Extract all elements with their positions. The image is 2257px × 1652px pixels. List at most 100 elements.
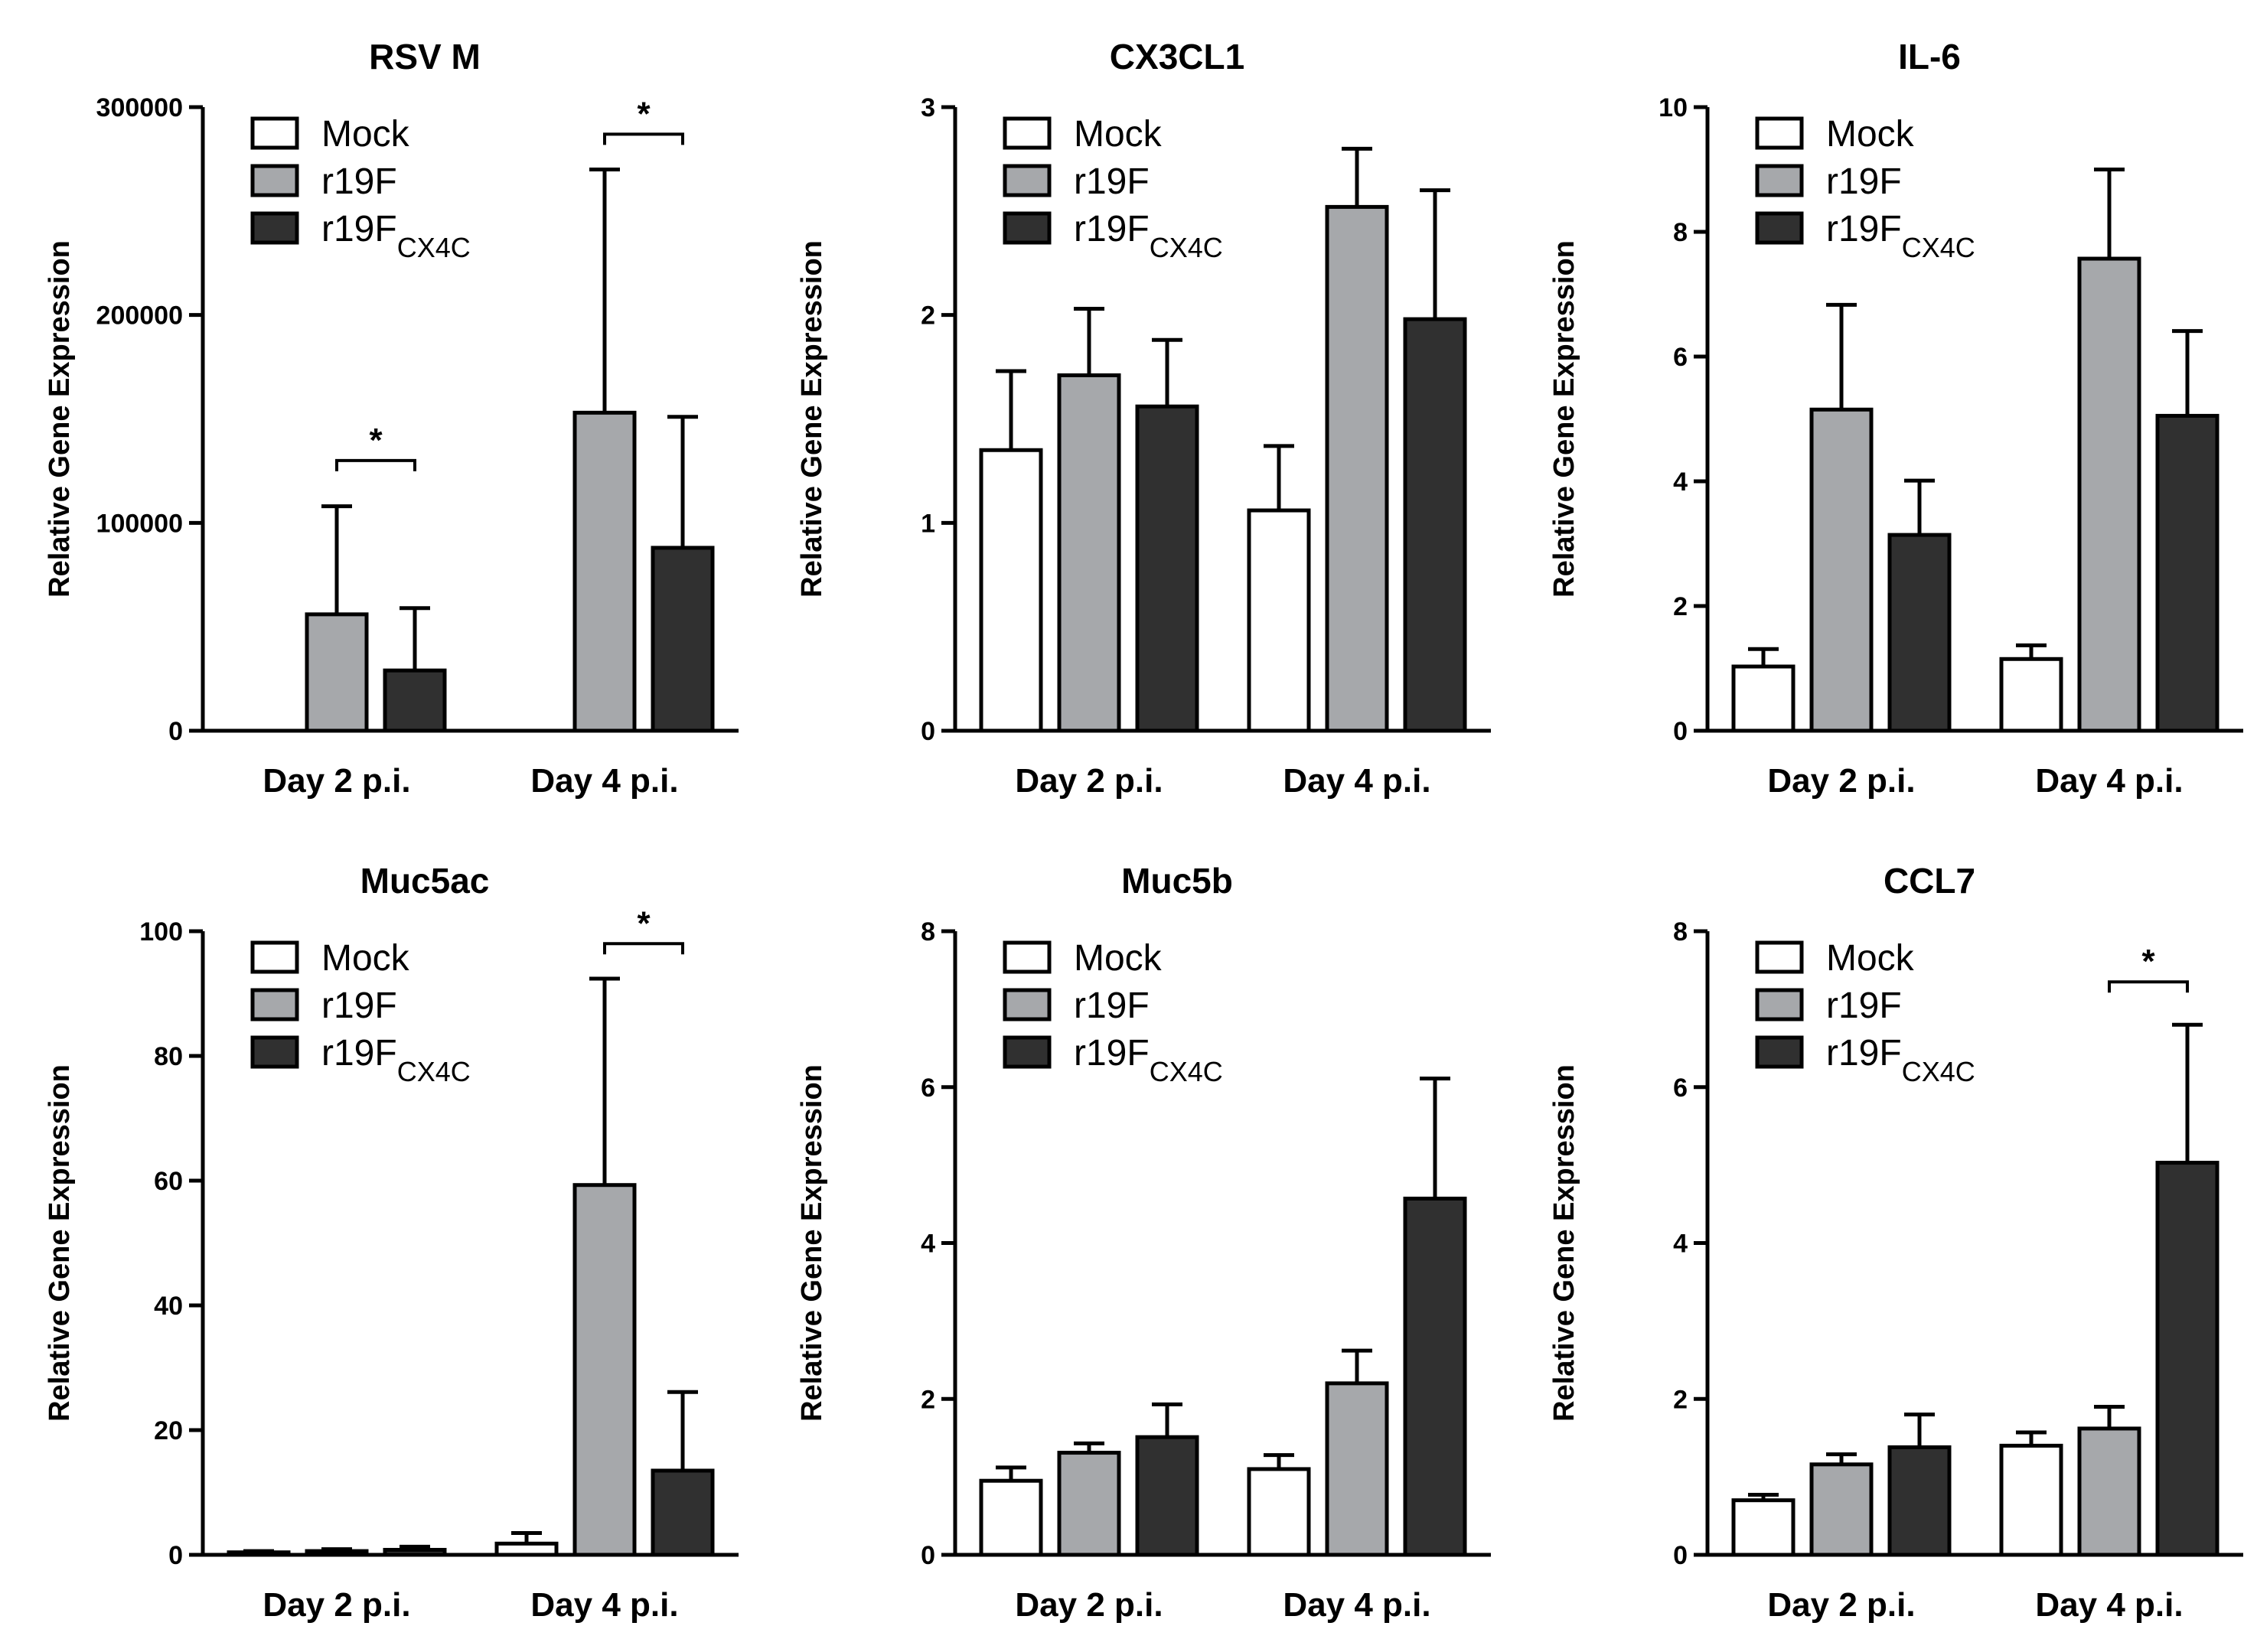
bar bbox=[1887, 533, 1952, 733]
y-tick-label: 4 bbox=[1673, 1230, 1688, 1259]
legend-label: Mock bbox=[1074, 938, 1163, 979]
y-axis-label: Relative Gene Expression bbox=[44, 1064, 76, 1422]
significance-bracket bbox=[335, 458, 416, 471]
y-axis-label: Relative Gene Expression bbox=[1548, 1064, 1580, 1422]
significance-bracket bbox=[603, 132, 684, 145]
bar bbox=[1403, 317, 1467, 733]
bar bbox=[979, 1478, 1043, 1557]
chart-title: CCL7 bbox=[1884, 861, 1975, 901]
y-axis-label: Relative Gene Expression bbox=[44, 240, 76, 598]
chart-panel-il-6: IL-6 Relative Gene Expression 0 2 4 6 8 10 Day 2… bbox=[1505, 0, 2257, 824]
significance-bracket bbox=[603, 942, 684, 955]
chart-svg: CX3CL1 Relative Gene Expression 0 1 2 3 Day 2 … bbox=[796, 37, 1491, 800]
y-tick-label: 4 bbox=[921, 1230, 935, 1259]
chart-svg: CCL7 Relative Gene Expression 0 2 4 6 8 Day 2 p… bbox=[1548, 861, 2243, 1624]
legend-label: r19F bbox=[1826, 161, 1902, 202]
y-tick-label: 1 bbox=[921, 509, 935, 538]
bar bbox=[494, 1541, 559, 1557]
bar bbox=[1731, 664, 1795, 733]
bar bbox=[1135, 404, 1199, 733]
legend-swatch bbox=[1755, 988, 1804, 1022]
legend-swatch bbox=[1003, 988, 1052, 1022]
y-tick-label: 80 bbox=[154, 1042, 183, 1071]
y-tick-label: 6 bbox=[1673, 1074, 1688, 1103]
x-category-label: Day 4 p.i. bbox=[530, 762, 678, 800]
y-tick-label: 4 bbox=[1673, 468, 1688, 497]
x-category-label: Day 4 p.i. bbox=[2035, 1586, 2183, 1624]
y-tick-label: 8 bbox=[1673, 218, 1688, 247]
legend-swatch bbox=[1755, 940, 1804, 974]
bar bbox=[651, 1468, 715, 1557]
chart-title: CX3CL1 bbox=[1110, 37, 1244, 77]
bar bbox=[1057, 373, 1121, 733]
y-tick-label: 2 bbox=[1673, 1385, 1688, 1414]
legend-label: Mock bbox=[321, 114, 410, 155]
bar bbox=[572, 1183, 637, 1557]
x-category-label: Day 2 p.i. bbox=[263, 1586, 410, 1624]
legend-label: Mock bbox=[1826, 114, 1915, 155]
y-tick-label: 200000 bbox=[96, 301, 183, 331]
legend-swatch bbox=[250, 116, 299, 150]
bar bbox=[1999, 657, 2063, 733]
bar bbox=[1999, 1443, 2063, 1557]
bar bbox=[2155, 1161, 2219, 1557]
x-category-label: Day 2 p.i. bbox=[1767, 762, 1915, 800]
y-tick-label: 8 bbox=[1673, 917, 1688, 947]
bar bbox=[1247, 1467, 1311, 1557]
y-axis-label: Relative Gene Expression bbox=[796, 1064, 828, 1422]
bar bbox=[1809, 1462, 1874, 1557]
y-tick-label: 2 bbox=[921, 301, 935, 331]
y-tick-label: 0 bbox=[921, 1541, 935, 1570]
legend-label: r19F bbox=[1826, 986, 1902, 1026]
legend-swatch bbox=[1755, 116, 1804, 150]
y-tick-label: 100000 bbox=[96, 509, 183, 538]
legend-swatch bbox=[1003, 211, 1052, 245]
x-category-label: Day 4 p.i. bbox=[530, 1586, 678, 1624]
x-category-label: Day 4 p.i. bbox=[2035, 762, 2183, 800]
chart-panel-cx3cl1: CX3CL1 Relative Gene Expression 0 1 2 3 Day 2 … bbox=[752, 0, 1505, 824]
bar bbox=[1057, 1451, 1121, 1557]
legend-swatch bbox=[250, 940, 299, 974]
legend-subscript: CX4C bbox=[1150, 232, 1223, 263]
legend-swatch bbox=[250, 211, 299, 245]
y-axis-label: Relative Gene Expression bbox=[1548, 240, 1580, 598]
legend-label: r19F bbox=[321, 161, 397, 202]
legend-label: r19FCX4C bbox=[1074, 1033, 1223, 1087]
bar bbox=[2155, 413, 2219, 733]
x-category-label: Day 4 p.i. bbox=[1283, 762, 1430, 800]
chart-svg: IL-6 Relative Gene Expression 0 2 4 6 8 10 Day 2… bbox=[1548, 37, 2243, 800]
legend-label: r19FCX4C bbox=[1074, 209, 1223, 263]
significance-star: * bbox=[2141, 943, 2155, 980]
y-tick-label: 3 bbox=[921, 93, 935, 122]
y-tick-label: 100 bbox=[139, 917, 183, 947]
x-category-label: Day 2 p.i. bbox=[1015, 1586, 1163, 1624]
legend-label: r19F bbox=[1074, 986, 1150, 1026]
bar bbox=[651, 546, 715, 733]
bar bbox=[1731, 1498, 1795, 1557]
bar bbox=[305, 1549, 369, 1557]
chart-panel-ccl7: CCL7 Relative Gene Expression 0 2 4 6 8 Day 2 p… bbox=[1505, 824, 2257, 1648]
y-tick-label: 300000 bbox=[96, 93, 183, 122]
legend-label: Mock bbox=[1826, 938, 1915, 979]
y-tick-label: 2 bbox=[1673, 592, 1688, 621]
bar bbox=[2077, 1426, 2141, 1557]
y-tick-label: 10 bbox=[1659, 93, 1688, 122]
significance-bracket bbox=[2108, 980, 2189, 993]
y-tick-label: 40 bbox=[154, 1292, 183, 1321]
y-tick-label: 8 bbox=[921, 917, 935, 947]
legend-swatch bbox=[1003, 1035, 1052, 1069]
legend-label: r19F bbox=[321, 986, 397, 1026]
legend-swatch bbox=[250, 1035, 299, 1069]
bar bbox=[1403, 1196, 1467, 1557]
legend-subscript: CX4C bbox=[397, 1056, 471, 1087]
y-tick-label: 20 bbox=[154, 1416, 183, 1445]
legend-swatch bbox=[250, 164, 299, 197]
bar bbox=[1809, 407, 1874, 733]
bar bbox=[383, 668, 447, 733]
chart-title: RSV M bbox=[369, 37, 481, 77]
legend-label: r19FCX4C bbox=[1826, 1033, 1975, 1087]
y-tick-label: 0 bbox=[921, 717, 935, 746]
bar bbox=[1887, 1445, 1952, 1557]
x-category-label: Day 2 p.i. bbox=[263, 762, 410, 800]
